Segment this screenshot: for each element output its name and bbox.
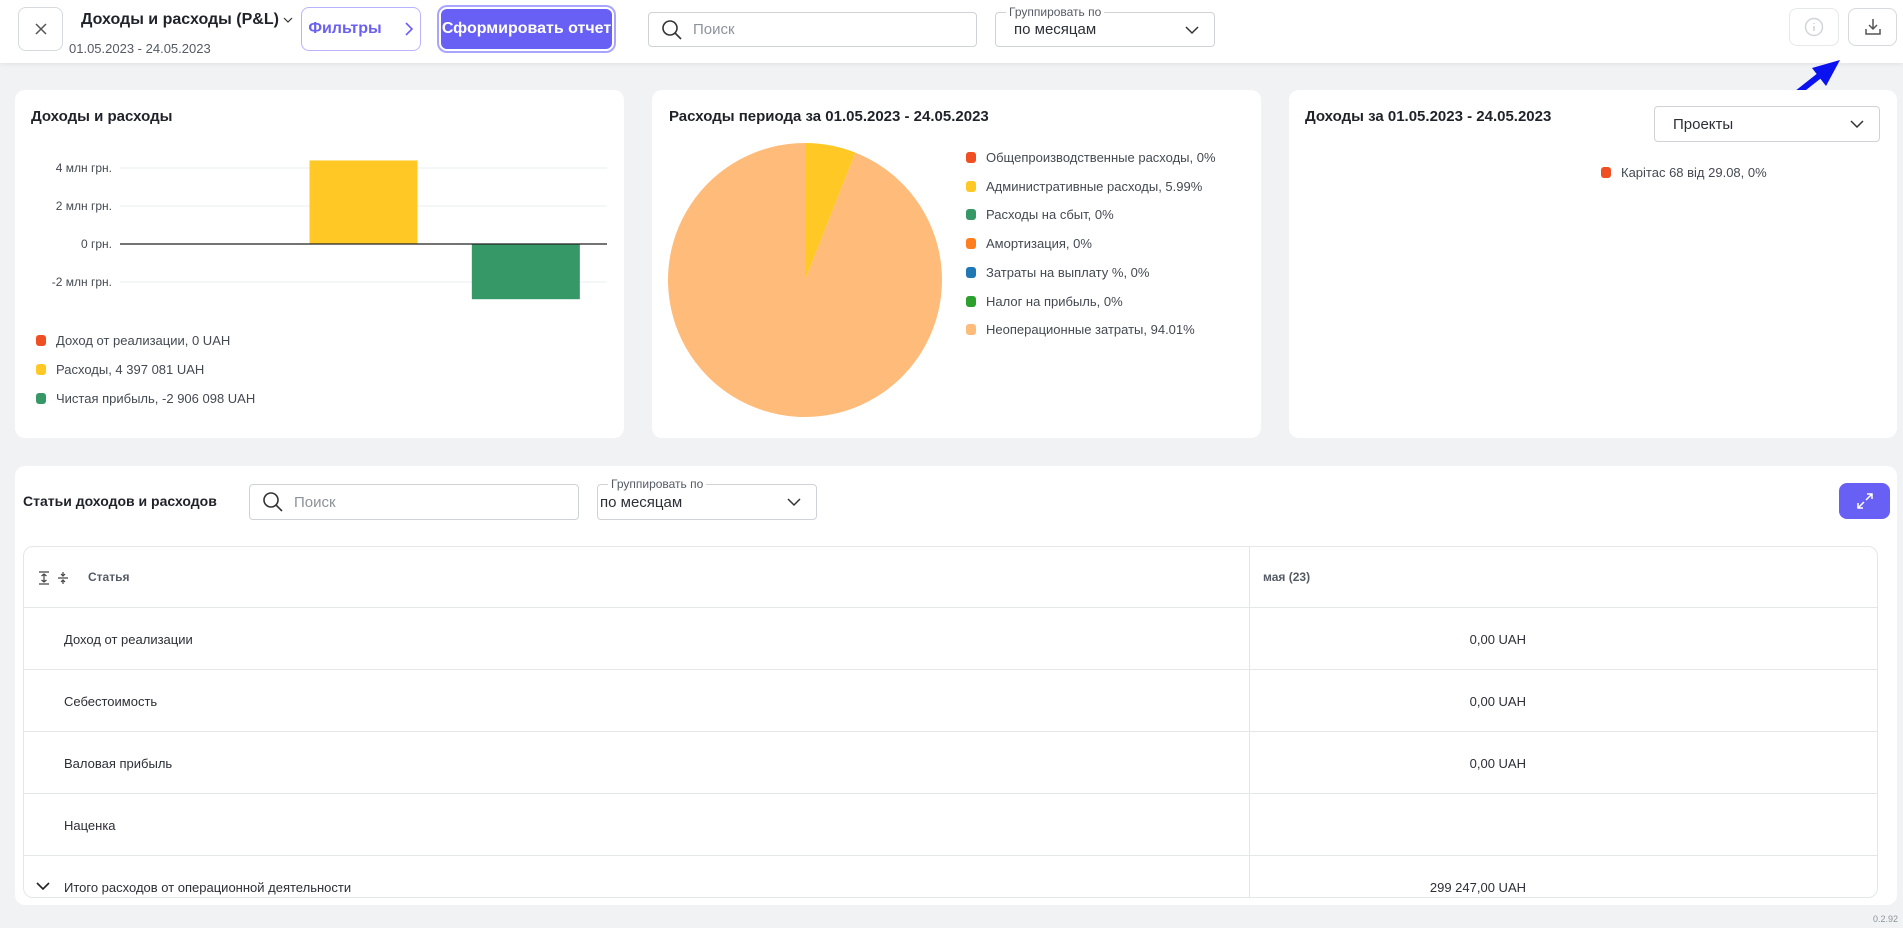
column-divider [1249,547,1250,897]
close-button[interactable] [18,7,63,51]
y-tick-label: 0 грн. [81,237,112,251]
expenses-pie-card: Расходы периода за 01.05.2023 - 24.05.20… [652,90,1261,438]
report-title[interactable]: Доходы и расходы (P&L) [81,11,293,29]
legend-item: Общепроизводственные расходы, 0% [966,150,1216,165]
generate-report-button[interactable]: Сформировать отчет [439,7,614,51]
legend-item: Доход от реализации, 0 UAH [36,333,230,348]
legend-item: Административные расходы, 5.99% [966,179,1202,194]
legend-dot [966,295,976,307]
bar-chart: 4 млн грн. 2 млн грн. 0 грн. -2 млн грн. [52,160,607,300]
legend-dot [966,152,976,163]
info-icon [1804,17,1824,37]
search-input[interactable]: Поиск [648,12,977,47]
column-header-item[interactable]: Статья [88,570,130,584]
search-icon [263,492,283,512]
items-table: Статья мая (23) Доход от реализации 0,00 … [23,546,1878,898]
card-title: Доходы и расходы [31,108,173,125]
expand-button[interactable] [1839,483,1890,519]
download-button[interactable] [1848,8,1897,46]
close-icon [34,23,47,35]
projects-select[interactable]: Проекты [1654,106,1880,142]
table-row[interactable]: Итого расходов от операционной деятельно… [24,856,1877,897]
pie-slice-1[interactable] [805,143,856,280]
legend-dot [1601,167,1611,178]
bar-1[interactable] [309,160,418,244]
pie-chart [667,143,942,417]
table-row[interactable]: Наценка [24,794,1877,856]
y-tick-label: 2 млн грн. [56,199,112,213]
info-button[interactable] [1789,8,1839,46]
legend-item: Налог на прибыль, 0% [966,294,1123,309]
legend-item: Карітас 68 від 29.08, 0% [1601,165,1767,180]
legend-dot [36,335,46,346]
top-bar: Доходы и расходы (P&L) 01.05.2023 - 24.0… [0,0,1903,63]
pie-slice-6[interactable] [667,143,942,417]
chevron-down-icon [1850,120,1864,129]
table-search-input[interactable]: Поиск [249,484,579,520]
table-group-by-select[interactable]: Группировать по по месяцам [597,477,817,520]
download-icon [1864,19,1881,35]
income-expenses-card: Доходы и расходы 4 млн грн. 2 млн грн. 0 г… [15,90,624,438]
y-tick-label: -2 млн грн. [52,275,112,289]
income-card: Доходы за 01.05.2023 - 24.05.2023 Проект… [1289,90,1897,438]
card-title: Доходы за 01.05.2023 - 24.05.2023 [1305,108,1552,125]
legend-item: Чистая прибыль, -2 906 098 UAH [36,391,255,406]
chevron-down-icon [787,498,801,507]
bar-2[interactable] [471,244,580,300]
chevron-down-icon [283,17,293,23]
group-by-select[interactable]: Группировать по по месяцам [995,5,1215,47]
legend-dot [966,209,976,221]
version-label: 0.2.92 [1873,914,1899,924]
chevron-right-icon [405,22,413,36]
search-icon [662,19,682,40]
table-row[interactable]: Валовая прибыль 0,00 UAH [24,732,1877,794]
legend-dot [966,180,976,192]
y-tick-label: 4 млн грн. [56,161,112,175]
expand-collapse-all-icon[interactable] [38,571,72,585]
table-header: Статья мая (23) [24,547,1877,608]
table-row[interactable]: Себестоимость 0,00 UAH [24,670,1877,732]
chevron-down-icon[interactable] [36,881,50,891]
legend-dot [36,364,46,375]
legend-item: Амортизация, 0% [966,236,1092,251]
table-row[interactable]: Доход от реализации 0,00 UAH [24,608,1877,670]
column-header-month[interactable]: мая (23) [1263,570,1311,584]
filters-button[interactable]: Фильтры [301,7,421,51]
legend-item: Расходы, 4 397 081 UAH [36,362,204,377]
legend-item: Расходы на сбыт, 0% [966,207,1114,222]
legend-dot [966,238,976,250]
legend-item: Затраты на выплату %, 0% [966,265,1149,280]
expand-icon [1856,493,1873,509]
chevron-down-icon [1185,26,1199,35]
legend-dot [966,324,976,336]
card-title: Расходы периода за 01.05.2023 - 24.05.20… [669,108,989,125]
section-title: Статьи доходов и расходов [23,493,217,509]
legend-dot [966,266,976,278]
legend-item: Неоперационные затраты, 94.01% [966,322,1195,337]
date-range: 01.05.2023 - 24.05.2023 [69,41,211,56]
legend-dot [36,393,46,404]
